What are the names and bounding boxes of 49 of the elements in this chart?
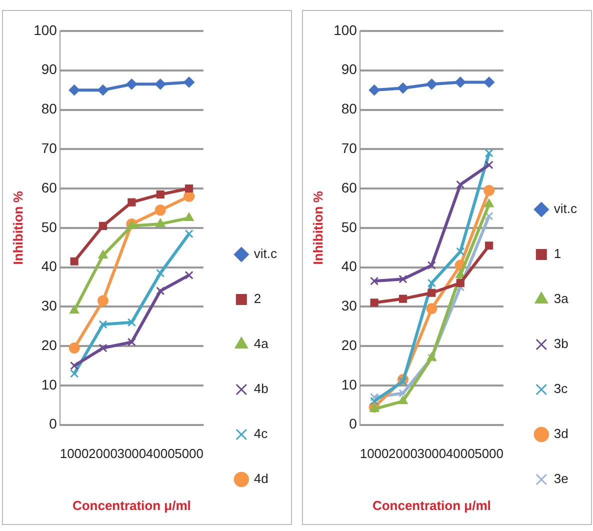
legend-label: 3c	[554, 381, 568, 396]
y-tick-label: 80	[41, 100, 58, 117]
y-tick-label: 20	[41, 336, 58, 353]
x-axis-title: Concentration μ/ml	[372, 498, 491, 513]
x-tick-label: 1000	[60, 446, 89, 462]
y-tick-label: 70	[41, 140, 58, 156]
y-axis-title: Inhibition %	[10, 190, 26, 265]
x-tick-label: 2000	[88, 446, 118, 462]
x-tick-label: 5000	[174, 446, 204, 462]
x-tick-label: 3000	[117, 446, 146, 462]
legend-label: 4b	[254, 381, 268, 396]
y-tick-label: 10	[341, 376, 358, 392]
legend-label: 4d	[254, 471, 268, 486]
x-tick-label: 5000	[474, 446, 504, 462]
legend-label: 3e	[554, 471, 568, 486]
y-tick-label: 60	[41, 179, 58, 196]
y-tick-label: 40	[41, 258, 58, 274]
legend-label: 4c	[254, 426, 268, 442]
y-tick-label: 40	[341, 258, 358, 274]
y-tick-label: 60	[341, 179, 358, 196]
legend-label: 3b	[554, 336, 568, 352]
y-tick-label: 0	[49, 416, 58, 432]
legend-label: vit.c	[254, 246, 278, 262]
y-tick-label: 20	[341, 336, 358, 353]
x-tick-label: 4000	[146, 446, 175, 462]
y-tick-label: 90	[341, 61, 358, 78]
legend-label: 3d	[554, 426, 568, 442]
y-tick-label: 100	[34, 22, 58, 38]
y-tick-label: 100	[334, 22, 358, 38]
y-tick-label: 50	[41, 218, 58, 235]
legend-label: 4a	[254, 336, 270, 352]
legend-label: 1	[554, 246, 562, 262]
x-axis-title: Concentration μ/ml	[72, 498, 191, 513]
y-tick-label: 0	[349, 416, 358, 432]
y-tick-label: 10	[41, 376, 58, 392]
y-tick-label: 30	[341, 298, 358, 314]
y-tick-label: 90	[41, 61, 58, 78]
legend-label: 3a	[554, 291, 570, 306]
y-tick-label: 70	[341, 140, 358, 156]
y-axis-title: Inhibition %	[310, 190, 326, 265]
x-tick-label: 3000	[417, 446, 446, 462]
x-tick-label: 1000	[360, 446, 389, 462]
x-tick-label: 4000	[446, 446, 475, 462]
legend-label: 2	[254, 291, 262, 306]
y-tick-label: 80	[341, 100, 358, 117]
y-tick-label: 30	[41, 298, 58, 314]
y-tick-label: 50	[341, 218, 358, 235]
legend-label: vit.c	[554, 201, 578, 216]
x-tick-label: 2000	[388, 446, 418, 462]
